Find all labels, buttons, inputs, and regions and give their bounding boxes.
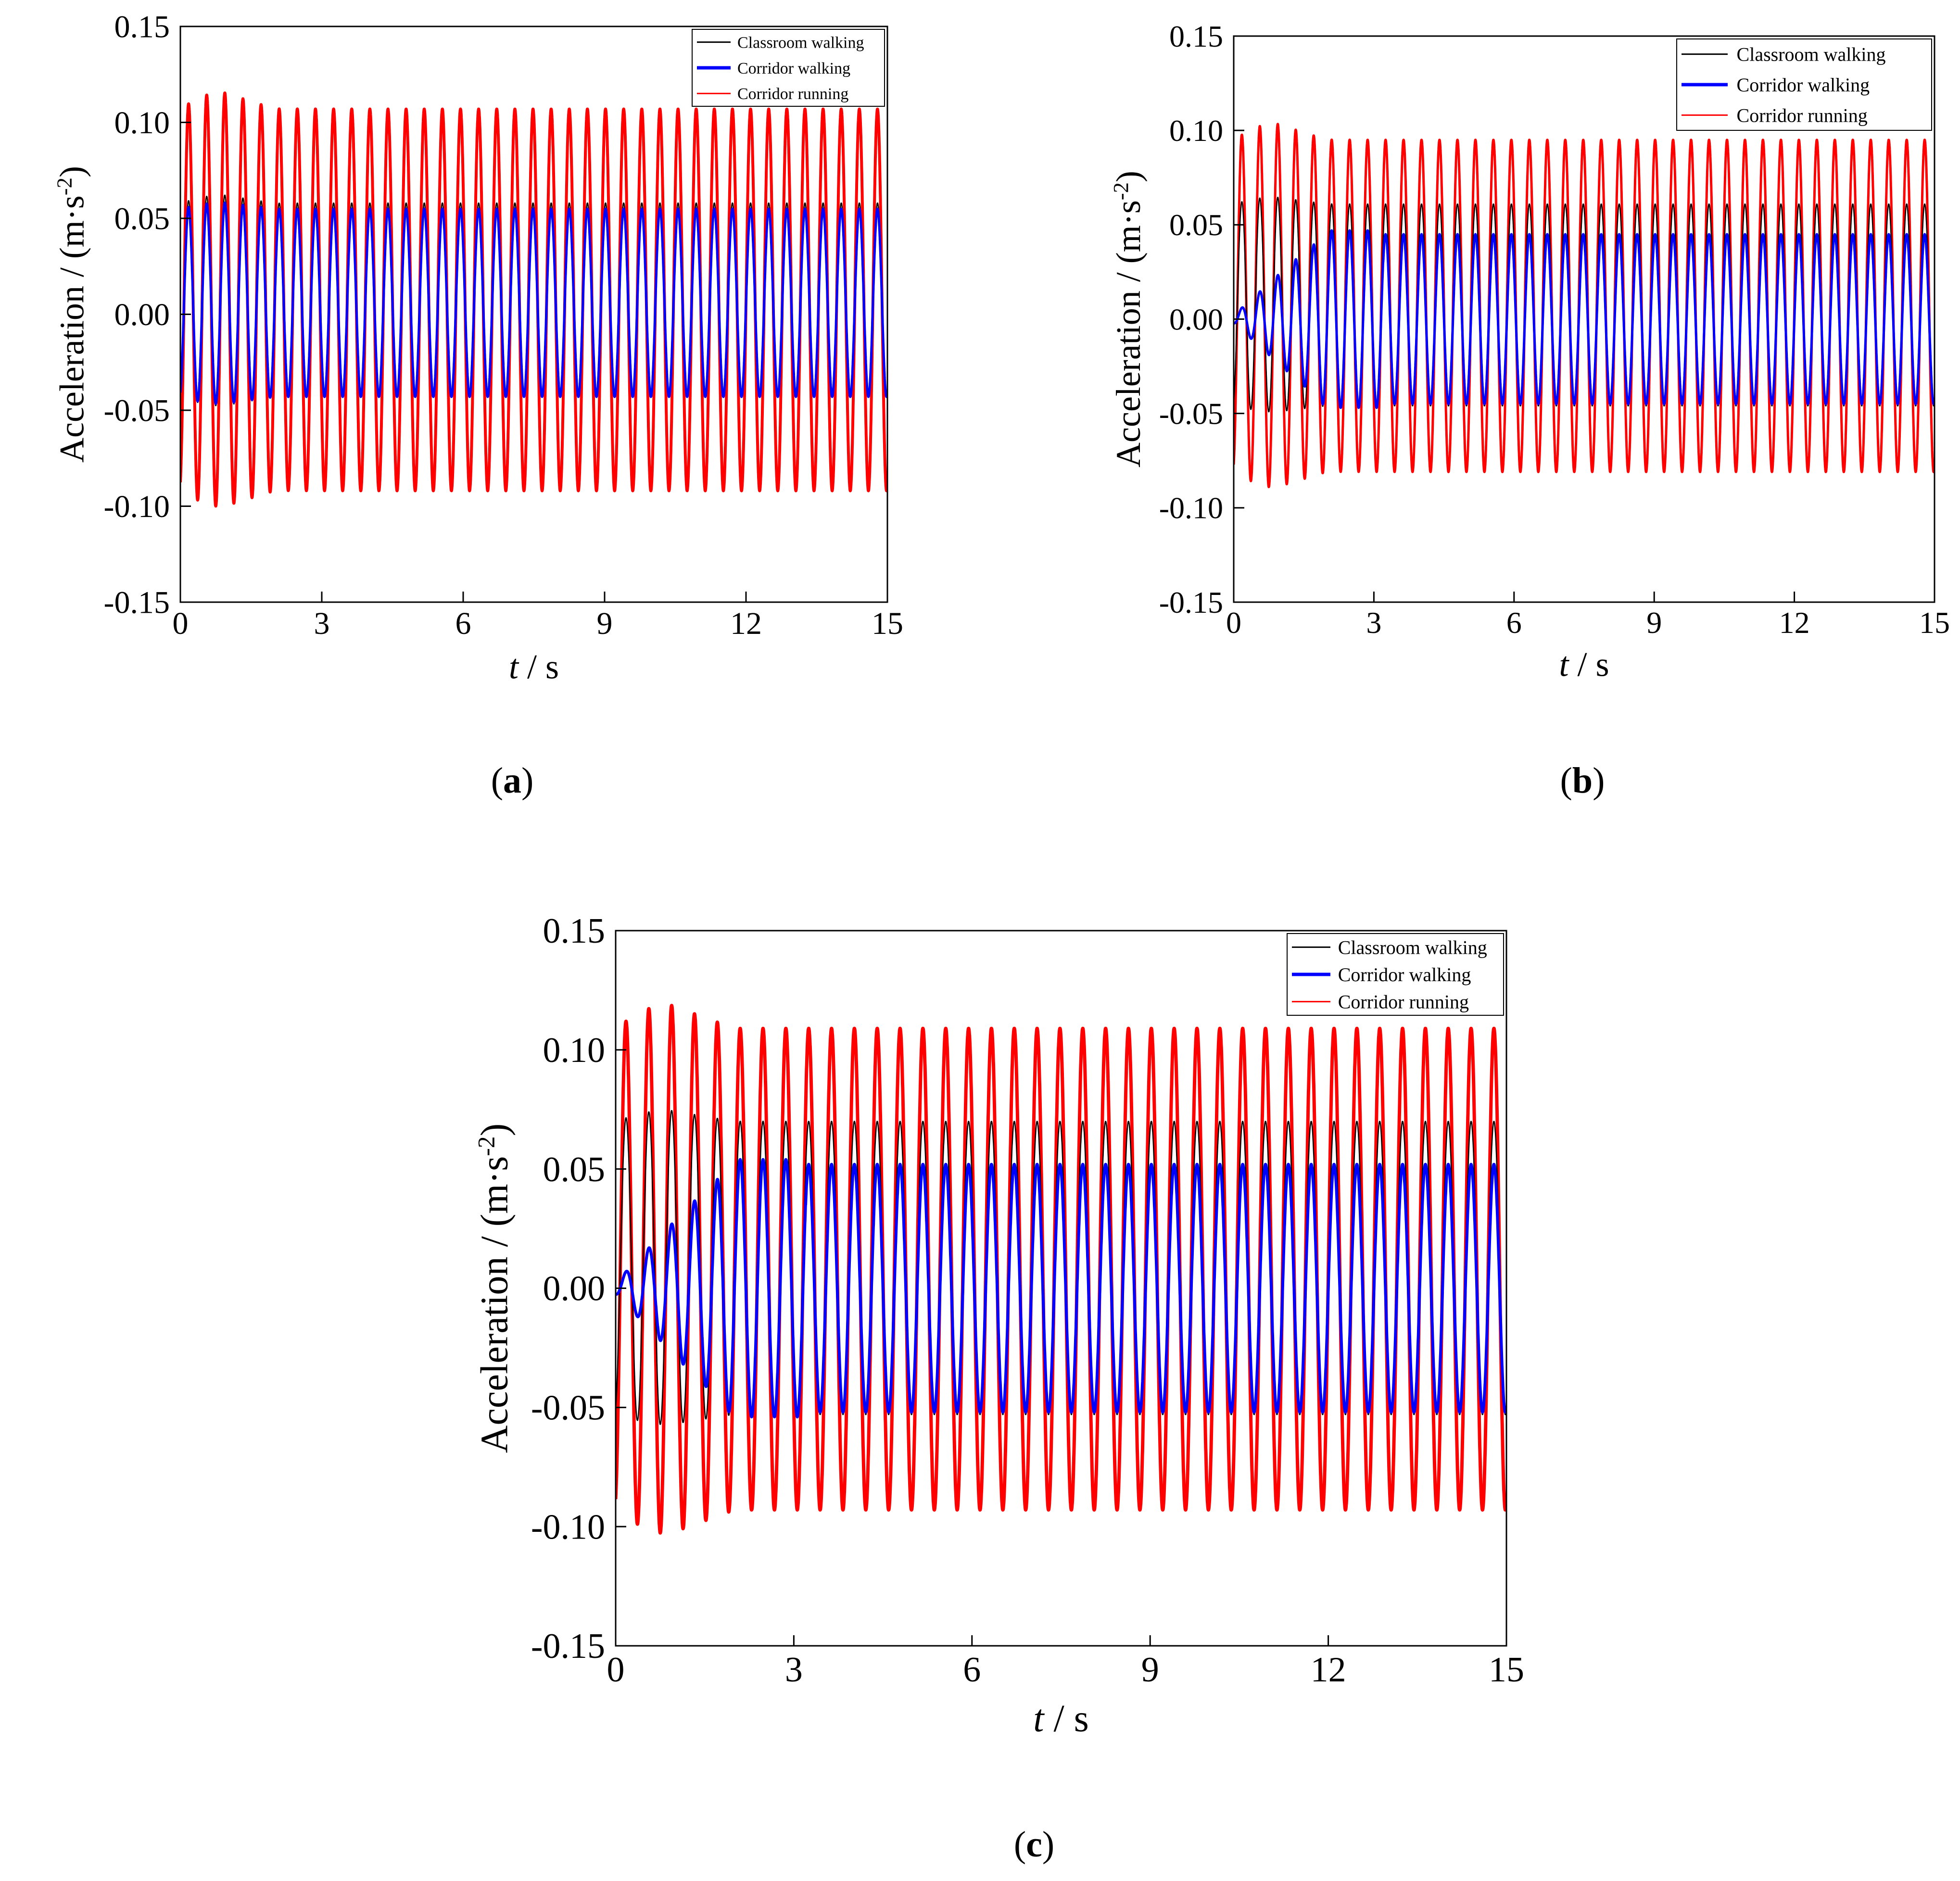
legend-label-corridor-running: Corridor running: [737, 85, 848, 103]
y-tick-label: 0.15: [114, 9, 170, 44]
y-tick-label: 0.05: [543, 1150, 606, 1189]
x-tick-label: 9: [1646, 606, 1662, 640]
x-tick-label: 12: [730, 606, 762, 641]
legend-label-corridor-running: Corridor running: [1737, 104, 1868, 126]
x-tick-label: 15: [1489, 1650, 1524, 1690]
chart-panel-a: 0 3 6 9 12 15 0.15 0.10 0.05 0.00 -0.05 -0.10 -0.15 t…: [52, 9, 903, 801]
chart-panel-c: 0 3 6 9 12 15 0.15 0.10 0.05 0.00 -0.05 -0.10 -0.15 t…: [473, 911, 1524, 1865]
series-line-classroom-walking: [1234, 196, 1935, 413]
legend-label-classroom-walking: Classroom walking: [1338, 936, 1487, 958]
y-tick-label: -0.10: [1159, 491, 1223, 525]
x-tick-label: 3: [785, 1650, 803, 1690]
y-tick-label: -0.10: [104, 489, 170, 524]
y-tick-label: 0.10: [1169, 114, 1223, 148]
x-tick-label: 3: [314, 606, 330, 641]
x-tick-label: 12: [1779, 606, 1810, 640]
series-line-corridor-walking: [180, 202, 887, 405]
x-tick-label: 9: [1141, 1650, 1159, 1690]
series-line-corridor-walking: [1234, 229, 1935, 409]
chart-panel-b: 0 3 6 9 12 15 0.15 0.10 0.05 0.00 -0.05 -0.10 -0.15 t…: [1109, 19, 1950, 801]
plot-area: [1234, 123, 1935, 489]
y-tick-label: 0.10: [543, 1031, 606, 1070]
y-tick-label: -0.05: [1159, 396, 1223, 430]
y-axis-label: Acceleration / (m·s-2): [1109, 171, 1148, 467]
legend: Classroom walking Corridor walking Corrido…: [1676, 38, 1932, 131]
x-tick-label: 3: [1366, 606, 1381, 640]
y-tick-label: 0.10: [114, 105, 170, 140]
x-tick-label: 6: [963, 1650, 981, 1690]
x-tick-label: 6: [455, 606, 471, 641]
x-tick-label: 12: [1311, 1650, 1346, 1690]
series-line-corridor-walking: [616, 1158, 1506, 1419]
y-tick-label: -0.15: [1159, 585, 1223, 619]
panel-caption-a: (a): [491, 760, 534, 801]
legend-label-corridor-walking: Corridor walking: [1338, 964, 1471, 985]
series-line-corridor-running: [1234, 123, 1935, 489]
series-line-corridor-running: [180, 91, 887, 508]
x-tick-label: 9: [597, 606, 613, 641]
x-tick-label: 6: [1506, 606, 1522, 640]
legend: Classroom walking Corridor walking Corrido…: [1287, 933, 1504, 1016]
series-line-classroom-walking: [180, 194, 887, 406]
legend: Classroom walking Corridor walking Corrido…: [692, 29, 885, 107]
legend-label-corridor-walking: Corridor walking: [1737, 74, 1870, 96]
y-tick-label: 0.05: [1169, 208, 1223, 242]
y-tick-label: -0.05: [531, 1388, 605, 1427]
x-tick-label: 0: [173, 606, 189, 641]
x-tick-label: 15: [872, 606, 903, 641]
y-tick-label: 0.15: [1169, 19, 1223, 53]
x-tick-label: 0: [1226, 606, 1241, 640]
series-line-corridor-running: [616, 1004, 1506, 1535]
legend-label-corridor-walking: Corridor walking: [737, 60, 850, 77]
y-tick-label: 0.05: [114, 201, 170, 236]
legend-label-classroom-walking: Classroom walking: [737, 34, 864, 52]
series-line-classroom-walking: [616, 1110, 1506, 1425]
x-tick-label: 0: [607, 1650, 625, 1690]
y-tick-label: -0.15: [531, 1627, 605, 1666]
y-tick-label: 0.00: [543, 1269, 606, 1309]
legend-label-corridor-running: Corridor running: [1338, 991, 1469, 1013]
y-tick-label: -0.15: [104, 585, 170, 620]
legend-label-classroom-walking: Classroom walking: [1737, 44, 1886, 65]
y-axis-label: Acceleration / (m·s-2): [52, 166, 91, 463]
y-tick-label: 0.00: [1169, 302, 1223, 336]
y-tick-label: -0.10: [531, 1507, 605, 1547]
panel-caption-b: (b): [1560, 760, 1605, 801]
plot-area: [180, 91, 887, 508]
x-tick-label: 15: [1919, 606, 1950, 640]
y-tick-label: -0.05: [104, 393, 170, 428]
panel-caption-c: (c): [1014, 1824, 1054, 1865]
x-axis-label: t / s: [509, 647, 559, 686]
y-tick-label: 0.00: [114, 297, 170, 332]
y-axis-label: Acceleration / (m·s-2): [473, 1124, 516, 1453]
x-axis-label: t / s: [1033, 1698, 1089, 1740]
plot-area: [616, 1004, 1506, 1535]
x-axis-label: t / s: [1559, 645, 1609, 684]
y-tick-label: 0.15: [543, 911, 606, 951]
